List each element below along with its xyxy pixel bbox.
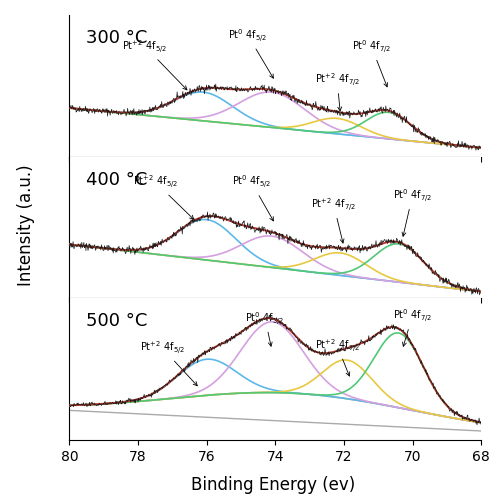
Text: Pt$^{+2}$ 4f$_{5/2}$: Pt$^{+2}$ 4f$_{5/2}$ (123, 38, 187, 90)
Text: Pt$^{+2}$ 4f$_{5/2}$: Pt$^{+2}$ 4f$_{5/2}$ (139, 340, 197, 386)
Text: Binding Energy (ev): Binding Energy (ev) (190, 476, 355, 494)
Text: Pt$^0$ 4f$_{5/2}$: Pt$^0$ 4f$_{5/2}$ (246, 310, 285, 346)
Text: 300 °C: 300 °C (86, 29, 147, 47)
Text: Pt$^{+2}$ 4f$_{7/2}$: Pt$^{+2}$ 4f$_{7/2}$ (311, 196, 356, 243)
Text: 500 °C: 500 °C (86, 312, 147, 330)
Text: Pt$^0$ 4f$_{7/2}$: Pt$^0$ 4f$_{7/2}$ (352, 38, 391, 87)
Text: Pt$^0$ 4f$_{7/2}$: Pt$^0$ 4f$_{7/2}$ (393, 307, 432, 346)
Text: Pt$^0$ 4f$_{5/2}$: Pt$^0$ 4f$_{5/2}$ (232, 174, 273, 221)
Text: Pt$^{+2}$ 4f$_{7/2}$: Pt$^{+2}$ 4f$_{7/2}$ (314, 337, 360, 376)
Text: Pt$^0$ 4f$_{7/2}$: Pt$^0$ 4f$_{7/2}$ (393, 187, 432, 236)
Text: Pt$^0$ 4f$_{5/2}$: Pt$^0$ 4f$_{5/2}$ (228, 27, 273, 78)
Text: Pt$^{+2}$ 4f$_{5/2}$: Pt$^{+2}$ 4f$_{5/2}$ (133, 174, 194, 220)
Text: Intensity (a.u.): Intensity (a.u.) (17, 164, 35, 286)
Text: Pt$^{+2}$ 4f$_{7/2}$: Pt$^{+2}$ 4f$_{7/2}$ (314, 71, 360, 111)
Text: 400 °C: 400 °C (86, 171, 147, 189)
